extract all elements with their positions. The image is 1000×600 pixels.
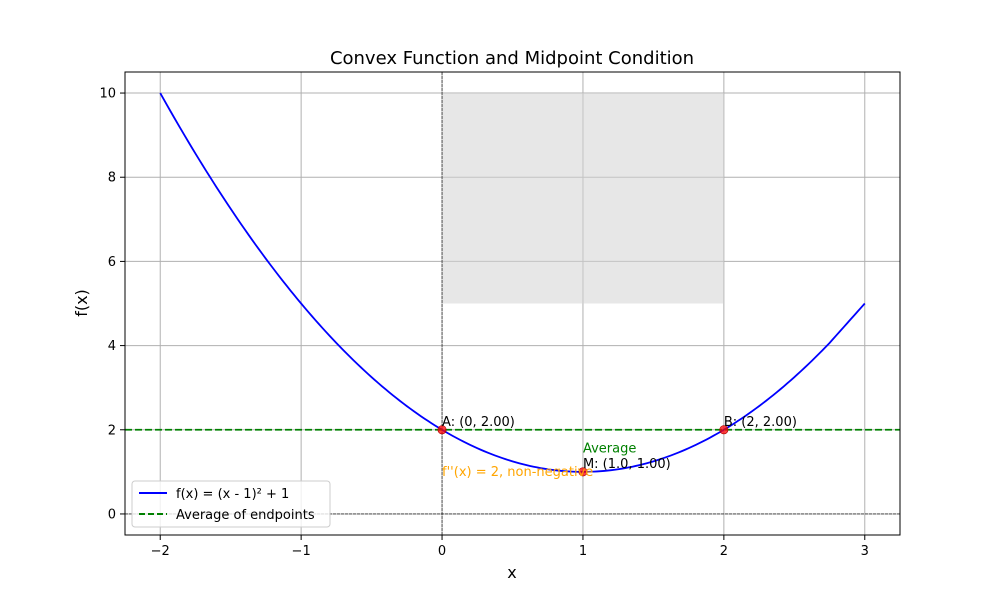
y-tick-label-3: 6 xyxy=(108,255,116,270)
x-tick-label-0: −2 xyxy=(151,544,170,559)
annotation-1: f''(x) = 2, non-negative xyxy=(442,465,593,480)
x-tick-label-2: 0 xyxy=(438,544,446,559)
series-line-curve xyxy=(159,92,866,473)
plot-area: A: (0, 2.00) B: (2, 2.00)M: (1.0, 1.00)Av… xyxy=(99,71,901,559)
point-label-2: M: (1.0, 1.00) xyxy=(583,457,671,472)
x-axis-label: x xyxy=(507,563,516,582)
legend-label-curve: f(x) = (x - 1)² + 1 xyxy=(176,487,289,502)
y-axis-label: f(x) xyxy=(72,289,91,317)
chart-title: Convex Function and Midpoint Condition xyxy=(330,48,694,69)
x-tick-label-3: 1 xyxy=(579,544,587,559)
y-tick-label-2: 4 xyxy=(108,339,116,354)
legend-label-average: Average of endpoints xyxy=(176,508,315,523)
point-0 xyxy=(437,425,447,435)
legend: f(x) = (x - 1)² + 1 Average of endpoints xyxy=(131,480,331,528)
x-tick-label-5: 3 xyxy=(861,544,869,559)
legend-box xyxy=(131,480,331,528)
shaded-region xyxy=(442,93,724,304)
y-tick-label-0: 0 xyxy=(108,507,116,522)
point-2 xyxy=(578,467,588,477)
y-tick-label-1: 2 xyxy=(108,423,116,438)
point-1 xyxy=(719,425,729,435)
x-tick-label-4: 2 xyxy=(720,544,728,559)
y-tick-label-5: 10 xyxy=(99,87,116,102)
x-tick-label-1: −1 xyxy=(292,544,311,559)
annotation-0: Average xyxy=(583,442,636,457)
y-tick-label-4: 8 xyxy=(108,171,116,186)
point-label-1: B: (2, 2.00) xyxy=(724,415,797,430)
axes-frame xyxy=(124,71,901,536)
point-label-0: A: (0, 2.00) xyxy=(442,415,515,430)
